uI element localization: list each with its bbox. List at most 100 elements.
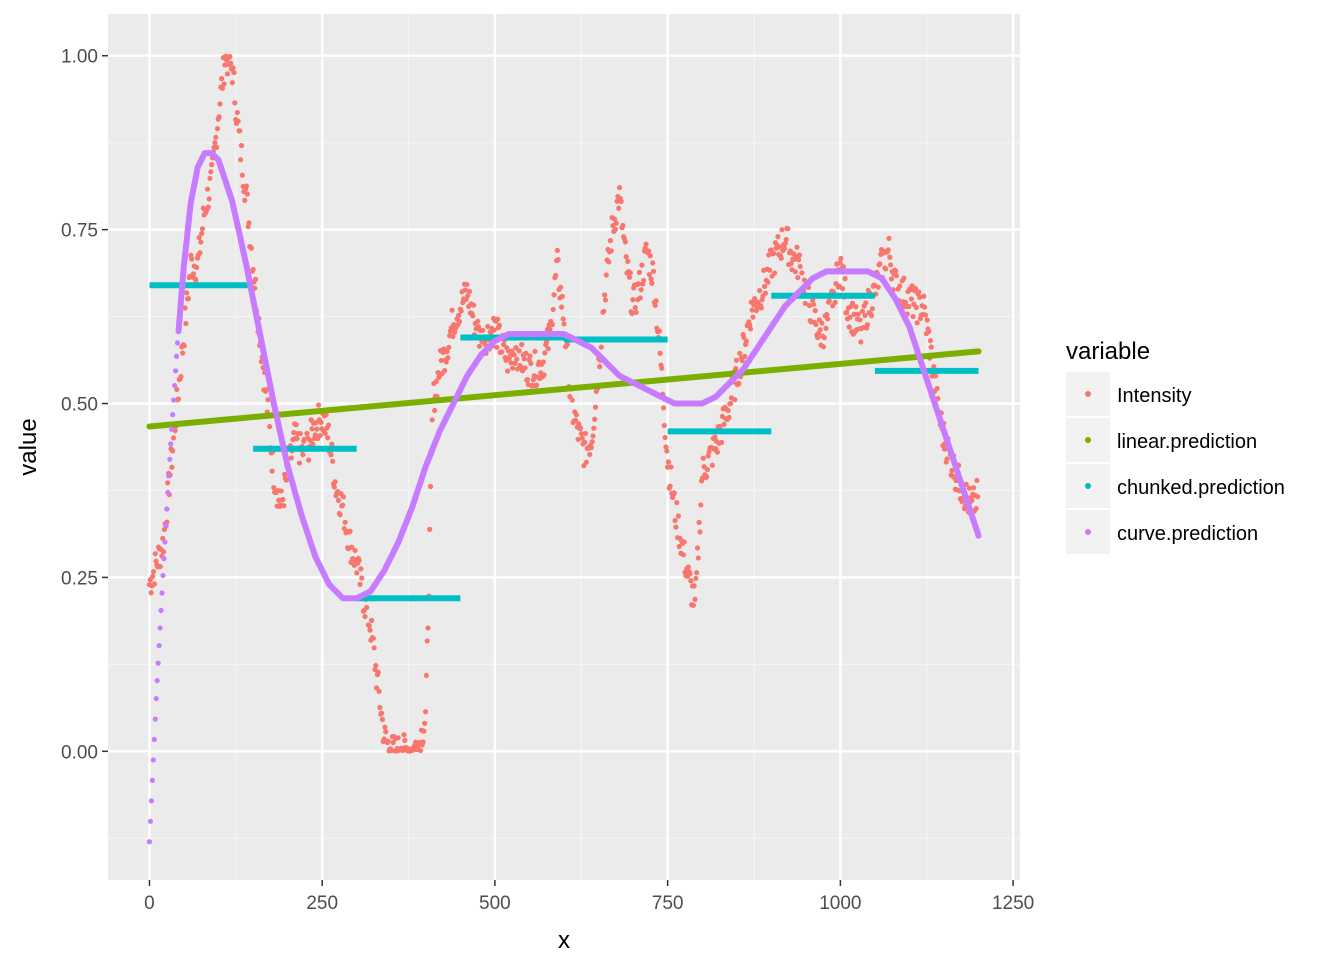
legend-key-dot <box>1085 437 1091 443</box>
intensity-point <box>927 337 934 344</box>
intensity-point <box>379 710 385 716</box>
intensity-point <box>152 551 158 557</box>
intensity-point <box>281 471 288 478</box>
intensity-point <box>370 635 376 641</box>
intensity-point <box>347 528 353 534</box>
intensity-point <box>421 728 427 734</box>
intensity-point <box>148 590 154 596</box>
intensity-point <box>364 604 370 611</box>
intensity-point <box>611 216 618 222</box>
intensity-point <box>771 250 777 256</box>
intensity-point <box>314 426 320 432</box>
intensity-point <box>433 378 439 385</box>
intensity-point <box>511 352 517 358</box>
intensity-point <box>893 268 899 274</box>
intensity-point <box>612 226 619 233</box>
intensity-point <box>640 277 647 284</box>
intensity-point <box>491 327 497 333</box>
intensity-point <box>825 316 831 322</box>
intensity-point <box>877 261 883 267</box>
intensity-point <box>432 407 438 414</box>
intensity-point <box>342 519 348 525</box>
intensity-point <box>741 334 747 341</box>
intensity-point <box>712 434 718 440</box>
intensity-point <box>910 313 916 320</box>
intensity-point <box>466 288 473 294</box>
intensity-point <box>598 344 604 350</box>
intensity-point <box>781 245 788 251</box>
intensity-point <box>661 422 667 429</box>
intensity-point <box>603 272 609 278</box>
intensity-point <box>366 623 372 629</box>
intensity-point <box>475 318 481 324</box>
intensity-point <box>178 374 184 380</box>
intensity-point <box>762 283 768 290</box>
intensity-point <box>664 448 670 454</box>
intensity-point <box>637 295 643 301</box>
intensity-point <box>767 267 773 273</box>
intensity-point <box>377 704 383 711</box>
intensity-point <box>513 345 519 351</box>
intensity-point <box>844 309 850 316</box>
intensity-point <box>705 453 711 459</box>
intensity-point <box>913 304 919 311</box>
intensity-point <box>934 385 940 392</box>
intensity-point <box>652 302 658 308</box>
intensity-point <box>476 343 483 349</box>
curve-point <box>160 572 166 579</box>
intensity-point <box>668 464 674 470</box>
intensity-point <box>573 412 580 418</box>
intensity-point <box>425 625 431 631</box>
intensity-point <box>747 322 753 328</box>
series-curve-prediction <box>146 150 982 845</box>
intensity-point <box>733 365 739 372</box>
intensity-point <box>817 327 823 333</box>
intensity-point <box>445 355 451 361</box>
intensity-point <box>912 285 919 292</box>
intensity-point <box>464 281 470 288</box>
intensity-point <box>647 253 653 259</box>
series-Intensity <box>146 53 981 754</box>
intensity-point <box>887 254 893 260</box>
intensity-point <box>227 53 233 60</box>
intensity-point <box>521 356 527 362</box>
intensity-point <box>160 549 167 555</box>
curve-point <box>162 539 168 545</box>
intensity-point <box>733 357 740 363</box>
x-axis-title: x <box>558 927 570 954</box>
intensity-point <box>505 368 511 374</box>
intensity-point <box>204 186 211 192</box>
y-tick-label: 0.00 <box>61 742 98 763</box>
intensity-point <box>480 327 486 333</box>
intensity-point <box>212 140 218 146</box>
intensity-point <box>293 422 299 428</box>
curve-point <box>152 716 158 722</box>
intensity-point <box>665 459 672 465</box>
intensity-point <box>499 349 505 355</box>
intensity-point <box>450 333 456 340</box>
intensity-point <box>263 387 269 393</box>
intensity-point <box>540 359 546 365</box>
intensity-point <box>681 539 687 545</box>
intensity-point <box>657 350 663 356</box>
intensity-point <box>650 268 657 274</box>
intensity-point <box>371 645 377 651</box>
intensity-point <box>893 273 900 279</box>
intensity-point <box>797 263 803 270</box>
intensity-point <box>180 350 186 356</box>
intensity-point <box>858 339 864 345</box>
intensity-point <box>527 353 533 359</box>
intensity-point <box>592 416 598 422</box>
intensity-point <box>496 322 502 328</box>
intensity-point <box>456 312 462 319</box>
intensity-point <box>840 264 847 270</box>
intensity-point <box>239 172 245 178</box>
intensity-point <box>554 247 560 253</box>
intensity-point <box>382 724 388 730</box>
intensity-point <box>857 317 863 323</box>
y-axis: 0.00 0.25 0.50 0.75 1.00 <box>61 47 108 763</box>
intensity-point <box>349 544 355 550</box>
intensity-point <box>357 581 363 587</box>
intensity-point <box>739 358 745 364</box>
intensity-point <box>778 255 784 261</box>
